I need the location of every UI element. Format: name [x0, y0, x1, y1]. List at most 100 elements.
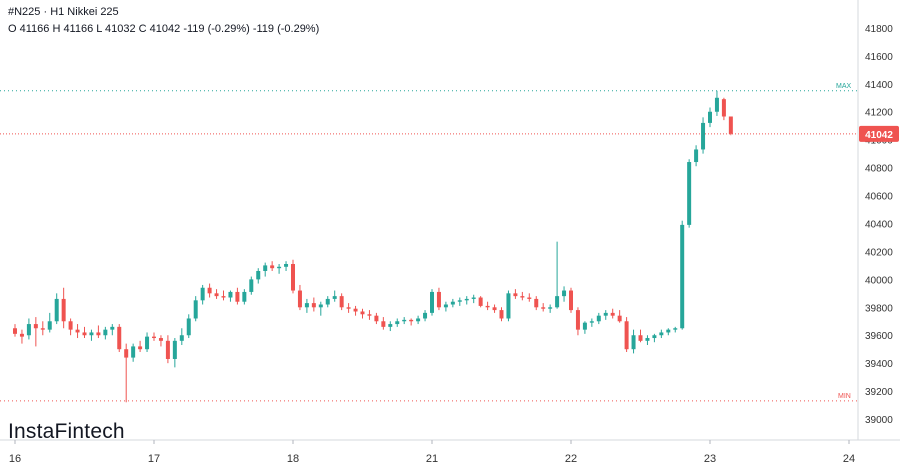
candle: [652, 333, 657, 343]
candle-body: [291, 264, 295, 291]
candle: [416, 315, 421, 325]
candle-body: [443, 304, 448, 308]
candle: [47, 312, 52, 333]
candle-body: [200, 287, 205, 301]
candle-body: [582, 322, 587, 330]
candle: [548, 304, 553, 313]
candle-body: [499, 310, 504, 319]
candle: [443, 301, 448, 312]
candle: [603, 310, 608, 320]
candle: [569, 287, 573, 313]
candle-body: [450, 301, 455, 305]
candle-body: [360, 311, 365, 315]
candle: [172, 338, 177, 368]
candle-body: [701, 122, 706, 150]
candle: [304, 298, 309, 313]
candle: [61, 287, 66, 329]
candle-body: [311, 303, 316, 308]
candle-body: [728, 116, 733, 134]
candle: [193, 296, 198, 322]
last-price-label: 41042: [865, 130, 893, 141]
candle: [402, 317, 407, 325]
candle: [381, 317, 386, 330]
candle-body: [284, 264, 289, 267]
candle-body: [659, 332, 664, 336]
candle: [131, 343, 136, 362]
candle: [124, 343, 129, 403]
candle: [562, 286, 567, 302]
y-tick-label: 39200: [865, 387, 893, 398]
candle-body: [513, 293, 518, 297]
candle: [152, 332, 156, 341]
candle-body: [277, 266, 282, 269]
y-tick-label: 39000: [865, 415, 893, 426]
candle: [617, 310, 622, 323]
y-tick-label: 41200: [865, 108, 893, 119]
candle-body: [492, 307, 497, 311]
candle: [325, 296, 330, 308]
candle-body: [423, 312, 428, 319]
candle: [242, 289, 247, 305]
candle-body: [54, 298, 59, 322]
candle-body: [680, 224, 685, 329]
candle: [367, 310, 372, 320]
candle-body: [207, 287, 212, 294]
candle: [96, 325, 101, 339]
candle: [457, 297, 462, 306]
candle: [360, 308, 365, 319]
candle: [318, 301, 323, 316]
y-tick-label: 40400: [865, 219, 893, 230]
candle-body: [708, 111, 712, 123]
candle: [485, 301, 490, 311]
candle: [353, 305, 358, 316]
candle: [374, 312, 379, 325]
candle-body: [221, 296, 226, 298]
candle-body: [304, 303, 309, 308]
candle-body: [506, 293, 511, 319]
symbol-title: #N225 · H1 Nikkei 225: [8, 6, 119, 18]
candle: [138, 340, 143, 352]
candle: [89, 329, 94, 341]
candle: [256, 268, 261, 284]
candle: [714, 90, 719, 116]
candle: [263, 262, 268, 277]
candle: [624, 317, 629, 352]
candle: [214, 289, 219, 299]
candle-body: [117, 326, 122, 350]
candle: [673, 326, 678, 333]
y-tick-label: 40000: [865, 275, 893, 286]
candle: [13, 324, 17, 337]
candle: [284, 261, 289, 271]
candle: [659, 329, 664, 339]
candle-body: [617, 315, 622, 322]
candle-body: [26, 324, 31, 336]
candle: [207, 283, 212, 298]
candle-body: [256, 270, 261, 280]
candle: [291, 259, 295, 294]
candle-body: [263, 265, 268, 271]
x-tick-label: 17: [148, 453, 160, 465]
x-tick-label: 18: [287, 453, 299, 465]
candle-body: [75, 329, 80, 333]
candle-body: [527, 297, 532, 299]
candle-body: [534, 298, 539, 308]
candle: [680, 220, 685, 330]
y-tick-label: 39400: [865, 359, 893, 370]
y-tick-label: 41400: [865, 80, 893, 91]
candle-body: [297, 290, 302, 308]
candle: [110, 324, 115, 336]
candle-body: [569, 290, 573, 311]
candle-body: [158, 338, 163, 341]
candle: [499, 307, 504, 322]
candle-body: [103, 329, 108, 336]
candle: [555, 241, 560, 309]
candle: [541, 303, 546, 312]
candle: [75, 324, 80, 339]
candle: [450, 298, 455, 308]
candle: [721, 97, 726, 121]
candle-body: [82, 332, 87, 336]
candle-body: [332, 296, 337, 299]
candle-body: [33, 324, 38, 329]
candle: [26, 318, 31, 340]
